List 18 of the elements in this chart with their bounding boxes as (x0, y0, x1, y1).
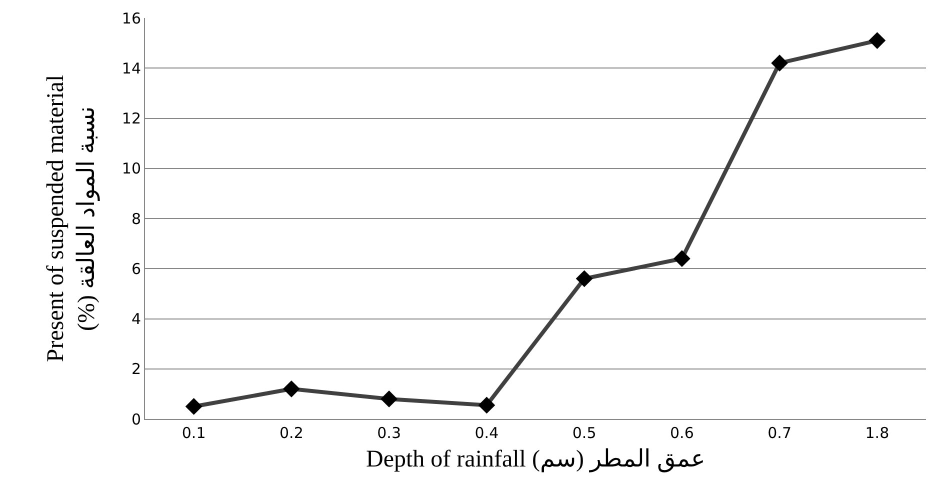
x-tick-label: 0.5 (572, 424, 596, 442)
x-tick-label: 0.4 (474, 424, 499, 442)
x-tick-label: 0.1 (182, 424, 206, 442)
x-tick-label: 0.3 (377, 424, 401, 442)
y-tick-label: 14 (122, 59, 141, 78)
y-tick-label: 12 (122, 110, 141, 128)
x-axis-title: Depth of rainfall عمق المطر (سم) (366, 446, 705, 472)
y-tick-label: 16 (122, 9, 141, 28)
x-tick-label: 0.6 (670, 424, 694, 442)
y-tick-label: 6 (131, 260, 141, 278)
y-tick-label: 2 (131, 360, 141, 378)
x-tick-label: 0.7 (768, 424, 792, 442)
y-tick-label: 0 (131, 410, 141, 428)
x-tick-label: 1.8 (865, 424, 890, 442)
y-tick-label: 4 (131, 310, 141, 328)
y-tick-label: 8 (131, 210, 141, 228)
x-tick-label: 0.2 (280, 424, 304, 442)
y-tick-label: 10 (122, 160, 141, 178)
